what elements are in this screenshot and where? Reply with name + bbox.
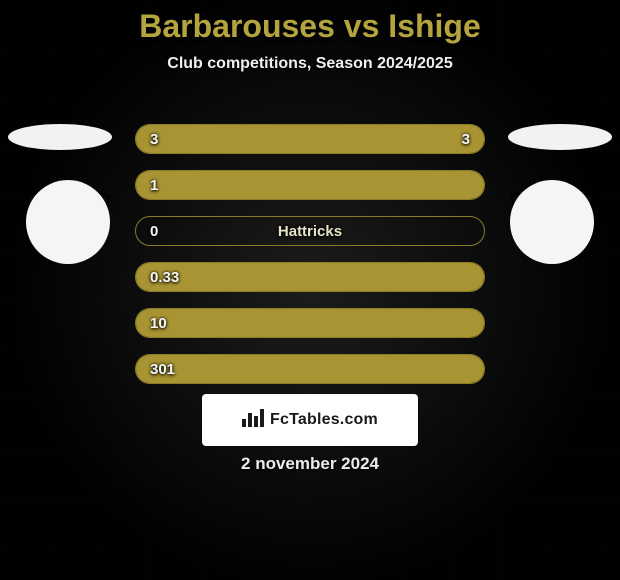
source-label: FcTables.com xyxy=(270,411,378,429)
stat-label: Hattricks xyxy=(136,223,484,240)
stat-row: 3Matches3 xyxy=(135,124,485,154)
stat-fill-left xyxy=(136,309,484,337)
player-left-flag xyxy=(8,124,112,150)
stat-row: 0.33Goals per match xyxy=(135,262,485,292)
source-badge: FcTables.com xyxy=(202,394,418,446)
stat-fill-right xyxy=(310,125,484,153)
stat-fill-left xyxy=(136,263,484,291)
stat-value-left: 3 xyxy=(150,131,158,148)
card-date: 2 november 2024 xyxy=(0,454,620,474)
bar-chart-icon xyxy=(242,409,264,432)
stat-value-left: 0.33 xyxy=(150,269,179,286)
stat-fill-left xyxy=(136,125,310,153)
stats-container: 3Matches3 1Goals 0Hattricks 0.33Goals per m… xyxy=(135,124,485,400)
stat-row: 1Goals xyxy=(135,170,485,200)
stat-fill-left xyxy=(136,171,484,199)
stat-row: 301Min per goal xyxy=(135,354,485,384)
stat-value-left: 10 xyxy=(150,315,167,332)
card-title: Barbarouses vs Ishige xyxy=(0,0,620,45)
player-right-club-logo: WELLINGTON PHOENIX xyxy=(502,178,602,266)
stat-value-left: 301 xyxy=(150,361,175,378)
player-right-flag xyxy=(508,124,612,150)
club-badge-bg xyxy=(510,180,594,264)
stat-row: 10Shots per goal xyxy=(135,308,485,338)
player-left-club-logo: WELLINGTON PHOENIX xyxy=(18,178,118,266)
club-badge-bg xyxy=(26,180,110,264)
stat-value-left: 0 xyxy=(150,223,158,240)
stat-value-right: 3 xyxy=(462,131,470,148)
stat-row: 0Hattricks xyxy=(135,216,485,246)
comparison-card: Barbarouses vs Ishige Club competitions,… xyxy=(0,0,620,580)
stat-value-left: 1 xyxy=(150,177,158,194)
stat-fill-left xyxy=(136,355,484,383)
card-subtitle: Club competitions, Season 2024/2025 xyxy=(0,55,620,73)
